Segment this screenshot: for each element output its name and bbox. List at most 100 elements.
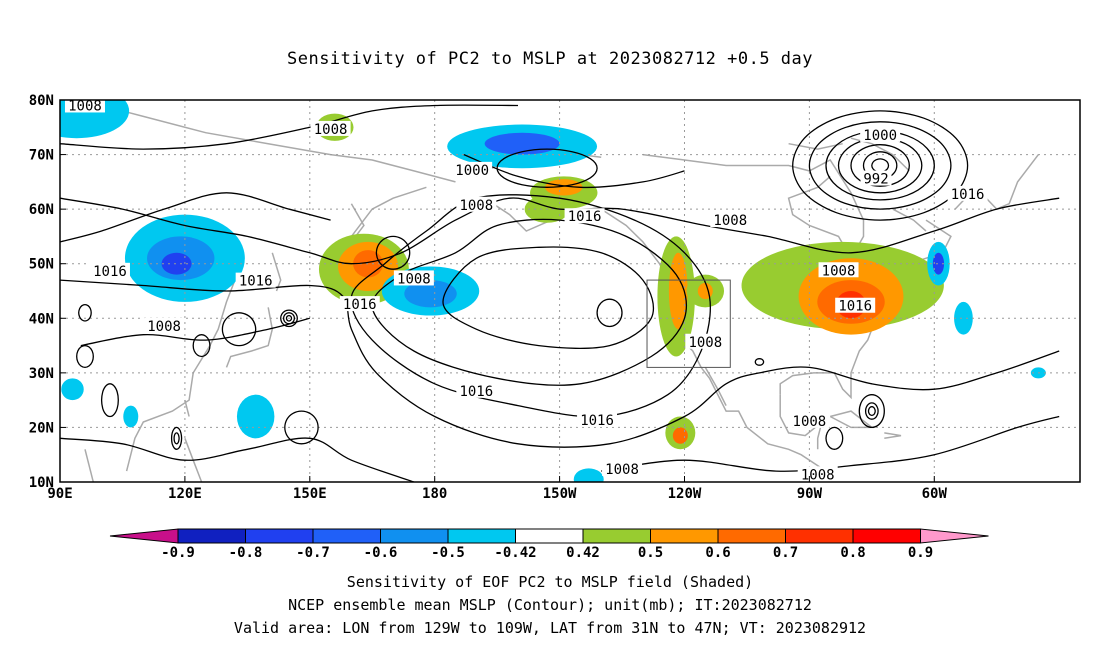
mslp-contour (78, 303, 92, 322)
mslp-contour (60, 104, 519, 150)
colorbar-label: 0.5 (638, 545, 663, 561)
plot-frame (59, 99, 1081, 483)
caption-line-2: NCEP ensemble mean MSLP (Contour); unit(… (288, 596, 812, 614)
colorbar-label: 0.7 (773, 545, 798, 561)
mslp-contour (601, 415, 1060, 472)
contour-label: 1008 (459, 198, 493, 214)
mslp-contour (442, 246, 655, 349)
contour-label: 1000 (455, 163, 489, 179)
mslp-contours (60, 104, 1060, 482)
mslp-contour (754, 358, 765, 366)
caption-line-1: Sensitivity of EOF PC2 to MSLP field (Sh… (346, 573, 754, 591)
contour-label: 1008 (822, 263, 856, 279)
valid-area-box (646, 279, 731, 368)
lat-tick-label: 30N (29, 366, 54, 382)
sensitivity-shading (60, 100, 1046, 482)
mslp-contour (60, 197, 1060, 265)
contour-label: 1008 (801, 467, 835, 483)
mslp-contour (284, 410, 319, 445)
sensitivity-blob (954, 301, 973, 335)
sensitivity-blob (161, 252, 192, 275)
colorbar-label: 0.9 (908, 545, 933, 561)
mslp-contour (463, 153, 685, 189)
lat-tick-label: 60N (29, 202, 54, 218)
contour-labels: 1008 1008 1000 1008 1016 1008 1000 992 1016 1016 1… (64, 97, 988, 483)
contour-label: 1016 (580, 413, 614, 429)
colorbar-label: 0.6 (705, 545, 730, 561)
contour-label: 1016 (838, 299, 872, 315)
sensitivity-blob (61, 378, 84, 401)
lat-tick-label: 50N (29, 257, 54, 273)
mslp-contour (371, 218, 687, 386)
lon-tick-label: 90E (47, 486, 72, 502)
colorbar-swatch (785, 528, 854, 544)
mslp-contour (170, 426, 183, 450)
contour-label: 1016 (239, 274, 273, 290)
mslp-contour (837, 137, 923, 194)
colorbar-swatch (312, 528, 381, 544)
sensitivity-blob (123, 405, 139, 428)
contour-label: 1016 (93, 264, 127, 280)
contour-label: 1016 (343, 297, 377, 313)
lat-tick-label: 40N (29, 311, 54, 327)
lon-tick-label: 150E (293, 486, 327, 502)
contour-label: 1008 (605, 462, 639, 478)
sensitivity-blob (236, 394, 275, 439)
contour-label: 1008 (147, 319, 181, 335)
mslp-contour (858, 394, 885, 429)
sensitivity-blob (932, 252, 945, 275)
mslp-contour (80, 317, 310, 347)
contour-label: 1000 (863, 128, 897, 144)
colorbar-swatch (582, 528, 651, 544)
contour-label: 1008 (397, 271, 431, 287)
mslp-contour (282, 312, 296, 325)
lon-tick-label: 120E (168, 486, 202, 502)
colorbar-swatch (447, 528, 516, 544)
contour-label: 1016 (459, 384, 493, 400)
contour-label: 1008 (793, 414, 827, 430)
mslp-contour (221, 312, 257, 347)
mslp-contour (100, 383, 119, 418)
mslp-contour (173, 432, 180, 445)
lat-tick-label: 20N (29, 420, 54, 436)
mslp-contour (192, 334, 211, 358)
lon-tick-label: 150W (543, 486, 577, 502)
colorbar-label: -0.8 (229, 545, 263, 561)
mslp-contour (850, 144, 910, 187)
caption-line-3: Valid area: LON from 129W to 109W, LAT f… (233, 619, 867, 637)
mslp-contour (60, 192, 331, 243)
colorbar-high-extension (920, 528, 989, 544)
colorbar-swatch (515, 528, 584, 544)
colorbar-low-extension (109, 528, 179, 544)
lon-tick-label: 180 (422, 486, 447, 502)
colorbar-label: -0.6 (364, 545, 398, 561)
contour-label: 1008 (68, 98, 102, 114)
mslp-contour (825, 130, 935, 201)
lat-tick-label: 80N (29, 93, 54, 109)
mslp-contour (76, 344, 94, 369)
contour-label: 992 (863, 172, 888, 188)
mslp-contour (808, 121, 952, 210)
sensitivity-blob (697, 282, 713, 300)
mslp-contour (864, 402, 879, 420)
contour-label: 1016 (568, 209, 602, 225)
mslp-contour (375, 235, 411, 270)
sensitivity-blob (573, 468, 604, 482)
mslp-contour (596, 298, 623, 328)
chart-title: Sensitivity of PC2 to MSLP at 2023082712… (286, 49, 813, 69)
colorbar-swatch (717, 528, 786, 544)
lat-tick-label: 70N (29, 148, 54, 164)
contour-label: 1016 (951, 187, 985, 203)
colorbar-label: -0.9 (161, 545, 195, 561)
sensitivity-blob (545, 179, 583, 196)
mslp-contour (280, 309, 298, 328)
mslp-contour (825, 426, 844, 450)
longitude-axis: 90E 120E 150E 180 150W 120W 90W 60W (47, 476, 947, 502)
mslp-contour (871, 158, 890, 173)
lon-tick-label: 60W (922, 486, 948, 502)
mslp-contour (285, 314, 293, 322)
colorbar-swatch (177, 528, 246, 544)
contour-label: 1008 (688, 335, 722, 351)
colorbar-swatch (650, 528, 719, 544)
